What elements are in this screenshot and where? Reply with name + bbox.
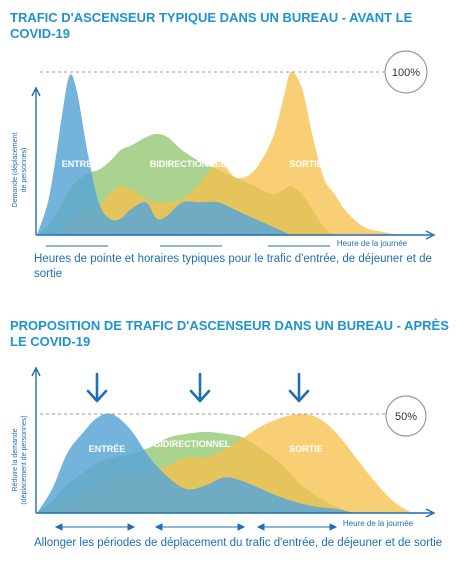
x-label-bottom: Heure de la journée (343, 519, 414, 528)
down-arrow-icon (86, 372, 108, 403)
x-axis-arrow-bottom (425, 508, 436, 518)
label-sortie-top: SORTIE (289, 159, 323, 169)
range-arrow-entree (54, 523, 136, 531)
range-arrow-bidir (154, 523, 246, 531)
y-label-bottom-2: (déplacement de personnes) (21, 415, 28, 504)
area-blue (37, 74, 400, 236)
range-arrow-sortie (256, 523, 338, 531)
caption-top: Heures de pointe et horaires typiques po… (34, 253, 432, 280)
chart-bottom: 50% Réduire la demande (déplacement de p… (12, 366, 436, 531)
label-entree-top: ENTRÉE (62, 159, 99, 169)
reference-badge-top (384, 50, 428, 94)
y-label-bottom-1: Réduire la demande (12, 428, 19, 491)
down-arrow-icon (189, 372, 211, 403)
y-label-top-1: Demande (déplacement (12, 133, 19, 208)
y-axis-arrow-top (31, 86, 41, 97)
chart-title-top: TRAFIC D'ASCENSEUR TYPIQUE DANS UN BUREA… (10, 10, 413, 41)
chart-top: 100% Demande (déplacement de personnes) … (12, 50, 436, 248)
down-arrow-icon (288, 372, 310, 403)
x-label-top: Heure de la journée (337, 239, 408, 248)
x-axis-arrow-top (425, 230, 436, 240)
reference-label-top: 100% (392, 67, 420, 79)
area-blue (37, 413, 412, 514)
label-bidir-bottom: BIDIRECTIONNEL (154, 439, 231, 449)
y-axis-arrow-bottom (31, 366, 41, 377)
y-label-top-2: de personnes) (21, 148, 28, 193)
label-bidir-top: BIDIRECTIONNEL (150, 159, 227, 169)
label-sortie-bottom: SORTIE (289, 444, 323, 454)
reference-badge-bottom (385, 395, 427, 437)
label-entree-bottom: ENTRÉE (89, 444, 126, 454)
bottom-areas (37, 413, 412, 514)
chart-title-bottom: PROPOSITION DE TRAFIC D'ASCENSEUR DANS U… (10, 318, 449, 349)
area-yellow (37, 71, 400, 236)
caption-bottom: Allonger les périodes de déplacement du … (34, 537, 443, 549)
top-areas (37, 71, 400, 236)
reference-label-bottom: 50% (395, 411, 417, 423)
